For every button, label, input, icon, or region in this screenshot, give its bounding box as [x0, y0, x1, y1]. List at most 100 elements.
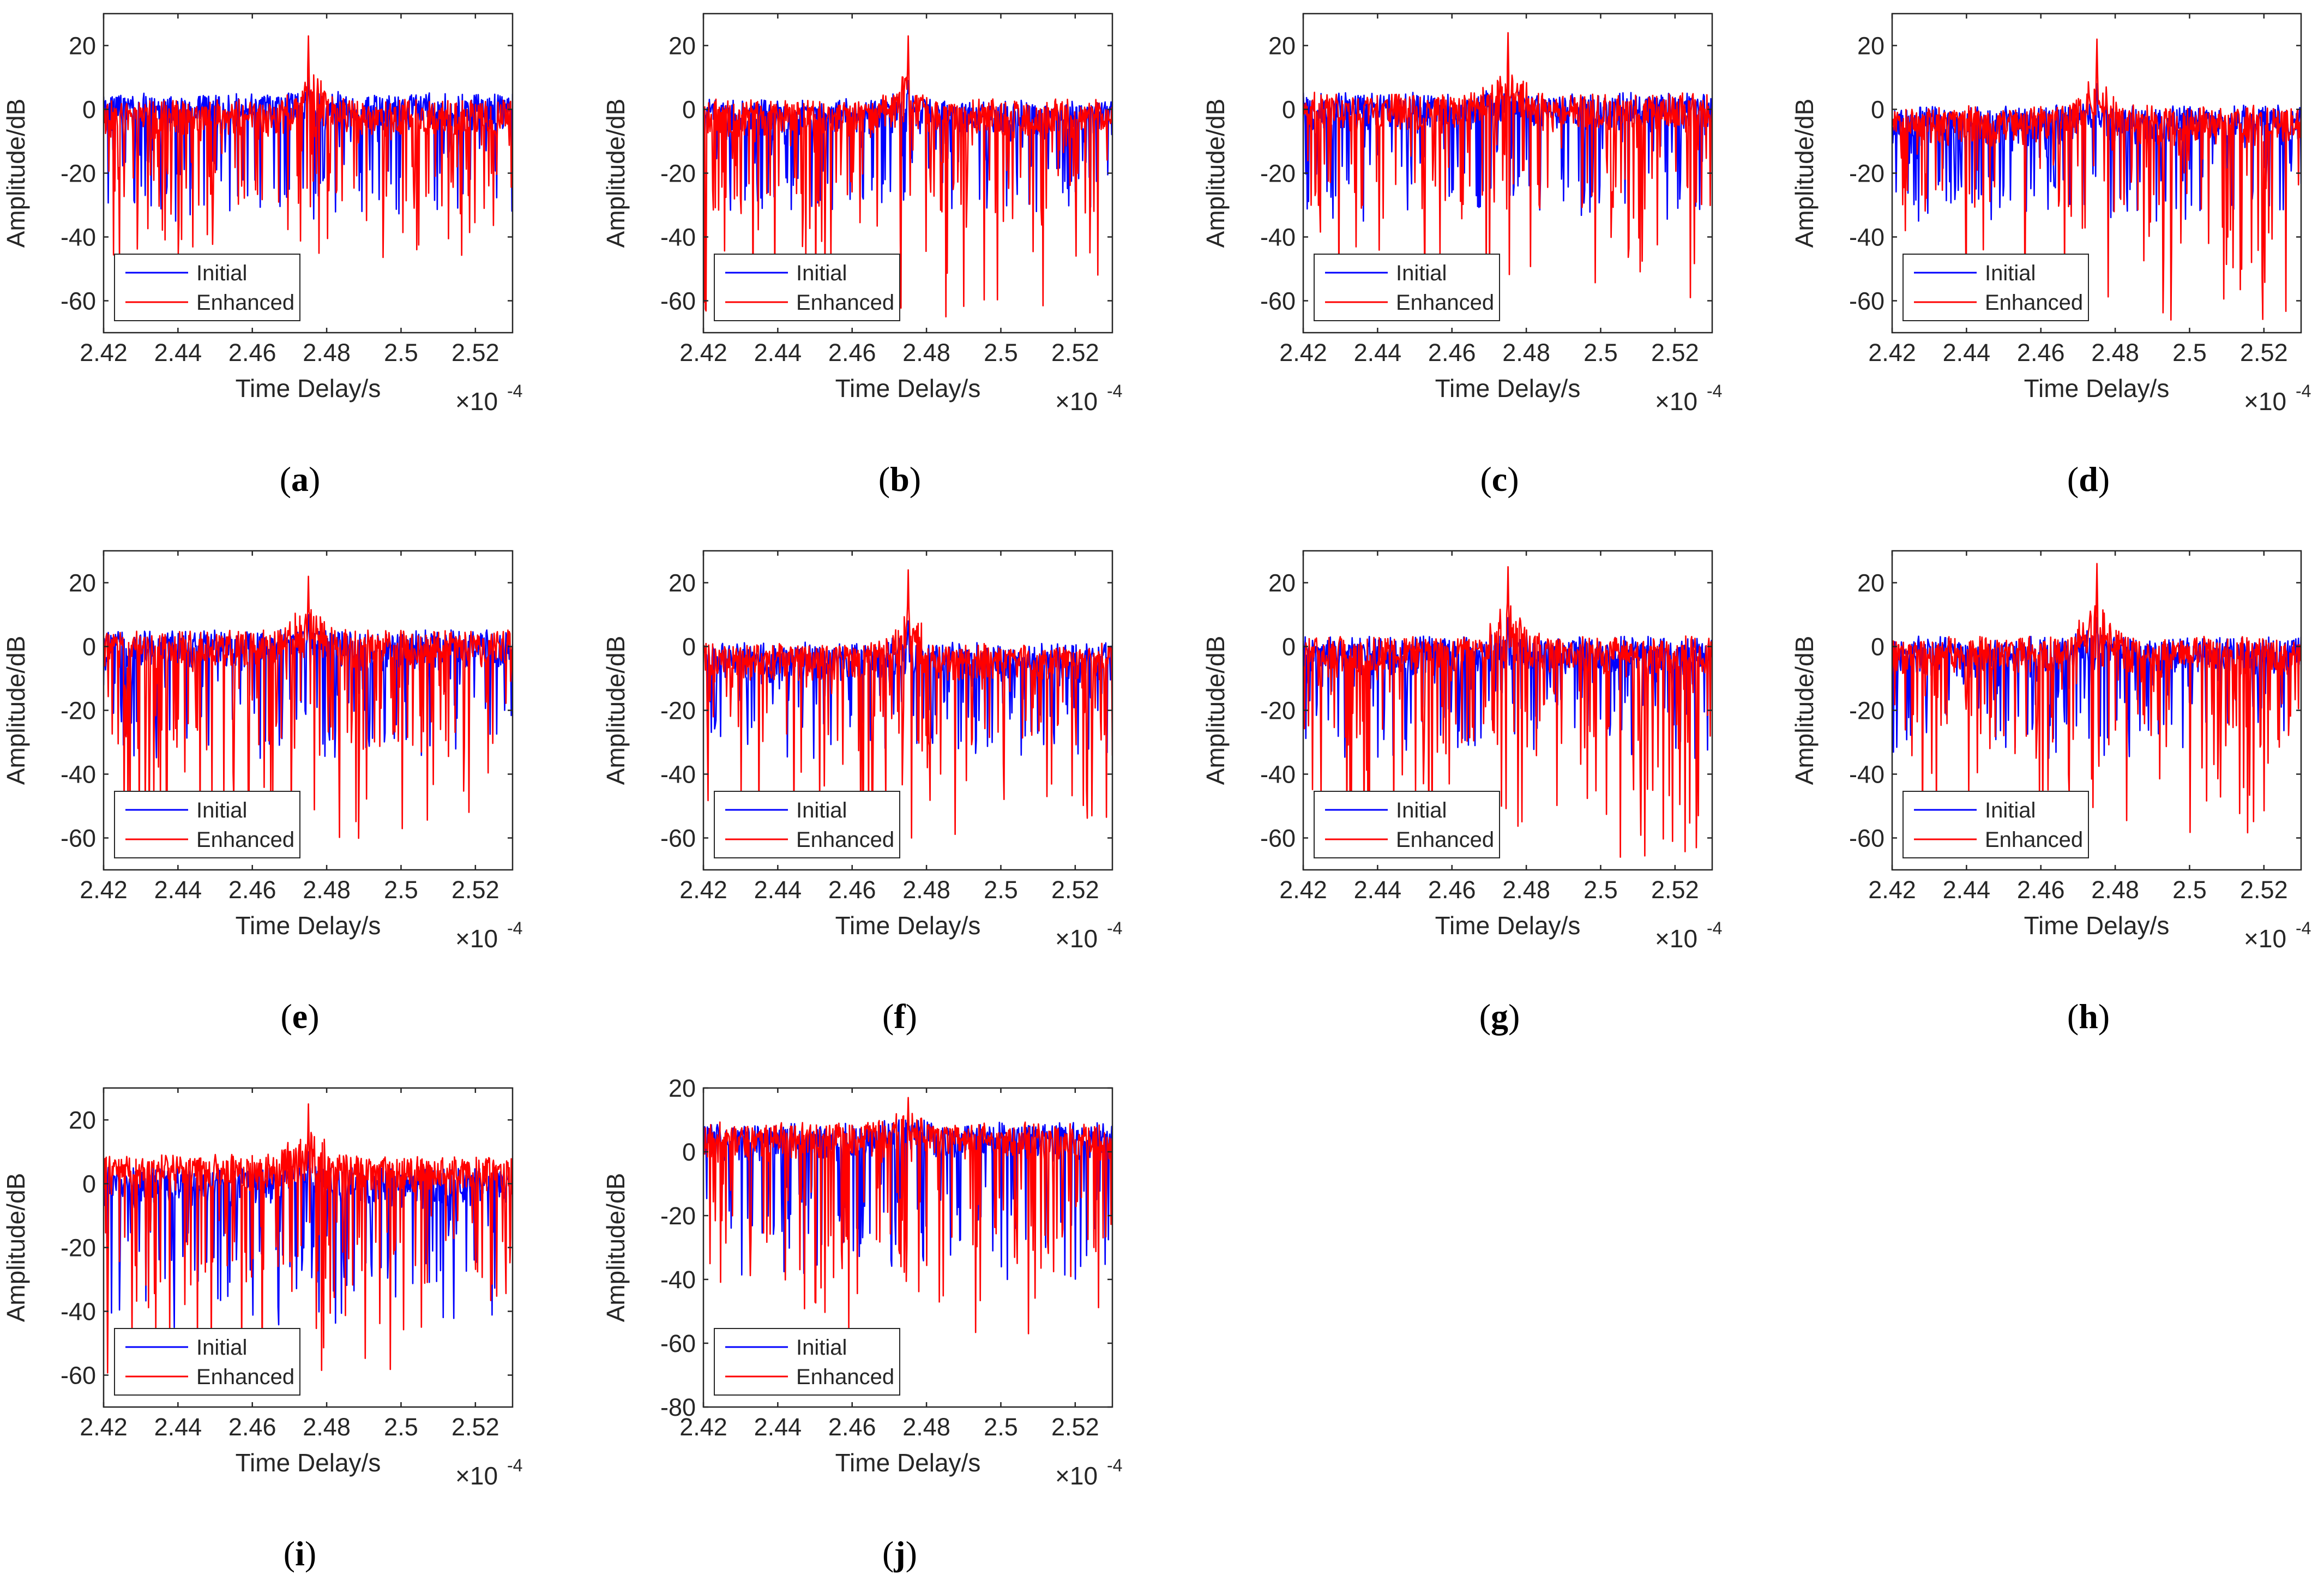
y-tick-label: 0 — [1871, 96, 1885, 124]
y-tick-label: 20 — [69, 1107, 96, 1134]
x-tick-label: 2.5 — [384, 1413, 418, 1441]
panel-a: 2.42 2.44 2.46 2.48 2.5 2.52 -60 -40 -20 0 20 Time … — [2, 13, 522, 416]
y-axis-label: Amplitude/dB — [1201, 636, 1230, 785]
x-tick-label: 2.5 — [984, 339, 1018, 366]
legend-label-initial: Initial — [196, 1336, 247, 1360]
y-tick-label: -20 — [660, 160, 696, 188]
panel-caption: (d) — [2067, 460, 2110, 498]
y-tick-label: -20 — [660, 1202, 696, 1230]
panel-i: 2.42 2.44 2.46 2.48 2.5 2.52 -60 -40 -20 0 20 Time … — [2, 1087, 522, 1490]
y-tick-label: -20 — [1260, 160, 1296, 188]
x-exponent-label: ×10 — [2244, 924, 2286, 953]
y-axis-label: Amplitude/dB — [601, 1173, 630, 1322]
y-tick-label: 0 — [1282, 633, 1296, 661]
x-tick-label: 2.44 — [154, 1413, 202, 1441]
y-tick-label: 0 — [682, 96, 696, 124]
y-axis-label: Amplitude/dB — [1790, 636, 1819, 785]
x-tick-label: 2.5 — [384, 339, 418, 366]
legend-box — [1314, 254, 1500, 321]
panel-f: 2.42 2.44 2.46 2.48 2.5 2.52 -60 -40 -20 0 20 Time … — [601, 550, 1122, 953]
legend-box — [1314, 791, 1500, 858]
y-tick-label: 20 — [669, 569, 696, 597]
legend-label-enhanced: Enhanced — [1985, 828, 2083, 852]
y-tick-label: -40 — [660, 761, 696, 789]
series-line-enhanced — [703, 35, 1112, 318]
panel-caption: (f) — [882, 997, 917, 1036]
series-line-enhanced — [1303, 566, 1712, 858]
x-tick-label: 2.42 — [80, 339, 128, 366]
x-tick-label: 2.44 — [754, 339, 802, 366]
y-axis-label: Amplitude/dB — [601, 636, 630, 785]
y-tick-label: -20 — [660, 697, 696, 725]
x-tick-label: 2.48 — [902, 339, 950, 366]
y-tick-label: -40 — [1260, 224, 1296, 251]
y-tick-label: 0 — [682, 1138, 696, 1166]
x-tick-label: 2.46 — [828, 876, 876, 904]
panel-g: 2.42 2.44 2.46 2.48 2.5 2.52 -60 -40 -20 0 20 Time … — [1201, 550, 1722, 953]
x-tick-label: 2.44 — [154, 876, 202, 904]
x-axis-label: Time Delay/s — [835, 1448, 981, 1477]
x-tick-label: 2.48 — [2091, 339, 2139, 366]
y-tick-label: 0 — [1282, 96, 1296, 124]
x-axis-label: Time Delay/s — [236, 374, 381, 402]
x-tick-label: 2.48 — [902, 876, 950, 904]
x-axis-label: Time Delay/s — [2024, 911, 2170, 940]
x-tick-label: 2.42 — [679, 876, 727, 904]
y-tick-label: 20 — [669, 1074, 696, 1102]
y-tick-label: -60 — [61, 825, 96, 852]
y-tick-label: 20 — [669, 32, 696, 60]
x-exponent-power: -4 — [1707, 381, 1722, 401]
y-tick-label: -40 — [1260, 761, 1296, 789]
y-axis-label: Amplitude/dB — [1790, 99, 1819, 248]
legend-box — [1902, 254, 2089, 321]
x-tick-label: 2.46 — [228, 339, 276, 366]
x-tick-label: 2.52 — [1051, 876, 1099, 904]
x-axis-label: Time Delay/s — [236, 1448, 381, 1477]
y-tick-label: -20 — [1849, 160, 1885, 188]
panel-c: 2.42 2.44 2.46 2.48 2.5 2.52 -60 -40 -20 0 20 Time … — [1201, 13, 1722, 416]
x-tick-label: 2.42 — [679, 1413, 727, 1441]
x-tick-label: 2.46 — [828, 339, 876, 366]
x-tick-label: 2.5 — [2172, 876, 2207, 904]
x-tick-label: 2.52 — [451, 876, 499, 904]
x-tick-label: 2.44 — [1354, 339, 1402, 366]
x-tick-label: 2.52 — [1051, 1413, 1099, 1441]
legend-label-enhanced: Enhanced — [196, 828, 294, 852]
x-exponent-power: -4 — [1707, 918, 1722, 938]
panel-caption: (b) — [878, 460, 921, 498]
y-tick-label: 0 — [82, 1170, 96, 1198]
x-exponent-power: -4 — [2296, 918, 2311, 938]
x-tick-label: 2.44 — [754, 876, 802, 904]
y-tick-label: 0 — [1871, 633, 1885, 661]
x-tick-label: 2.42 — [1279, 876, 1327, 904]
x-tick-label: 2.48 — [1502, 876, 1550, 904]
y-axis-label: Amplitude/dB — [2, 636, 30, 785]
y-tick-label: -60 — [1260, 825, 1296, 852]
x-exponent-label: ×10 — [455, 387, 498, 416]
x-tick-label: 2.44 — [754, 1413, 802, 1441]
y-tick-label: 0 — [82, 633, 96, 661]
legend-label-initial: Initial — [1396, 261, 1447, 285]
x-exponent-power: -4 — [507, 1456, 522, 1475]
x-tick-label: 2.46 — [2017, 876, 2065, 904]
legend-label-initial: Initial — [796, 261, 847, 285]
panel-caption: (e) — [280, 997, 319, 1036]
x-tick-label: 2.42 — [1279, 339, 1327, 366]
y-tick-label: -40 — [61, 1298, 96, 1326]
y-tick-label: -60 — [1260, 287, 1296, 315]
y-axis-label: Amplitude/dB — [2, 99, 30, 248]
legend-label-enhanced: Enhanced — [1396, 291, 1494, 315]
panel-d: 2.42 2.44 2.46 2.48 2.5 2.52 -60 -40 -20 0 20 Time … — [1790, 13, 2311, 416]
series-line-enhanced — [104, 575, 513, 842]
legend-label-initial: Initial — [196, 798, 247, 822]
x-tick-label: 2.44 — [154, 339, 202, 366]
legend-label-initial: Initial — [1985, 261, 2036, 285]
y-axis-label: Amplitude/dB — [601, 99, 630, 248]
y-tick-label: -60 — [660, 825, 696, 852]
y-tick-label: -20 — [61, 160, 96, 188]
x-exponent-label: ×10 — [1055, 1462, 1098, 1490]
x-tick-label: 2.42 — [80, 876, 128, 904]
y-tick-label: 0 — [82, 96, 96, 124]
legend-box — [114, 1328, 300, 1396]
x-tick-label: 2.46 — [1428, 339, 1476, 366]
